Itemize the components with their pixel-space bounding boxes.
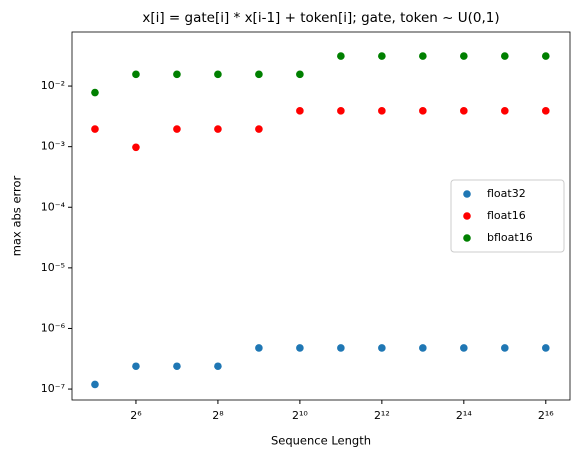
point xyxy=(132,143,140,152)
y-tick-label: 10⁻² xyxy=(41,79,65,92)
legend-label: float16 xyxy=(487,209,526,222)
point xyxy=(501,107,509,115)
y-tick-label: 10⁻³ xyxy=(41,140,65,153)
point xyxy=(132,70,140,79)
x-tick-label: 2⁸ xyxy=(212,409,224,422)
legend-marker xyxy=(463,234,471,242)
point xyxy=(541,107,550,115)
point xyxy=(91,88,99,97)
point xyxy=(541,52,550,60)
legend-label: bfloat16 xyxy=(487,231,533,244)
point xyxy=(255,344,263,352)
point xyxy=(214,125,222,133)
point xyxy=(501,344,509,352)
point xyxy=(337,344,345,352)
point xyxy=(173,70,181,79)
x-tick-label: 2¹⁶ xyxy=(538,409,554,422)
point xyxy=(132,362,140,371)
point xyxy=(173,125,181,133)
y-tick-label: 10⁻⁵ xyxy=(41,261,65,274)
point xyxy=(173,362,181,371)
point xyxy=(378,52,386,60)
y-axis-label: max abs error xyxy=(10,175,24,256)
point xyxy=(91,380,99,389)
chart-title: x[i] = gate[i] * x[i-1] + token[i]; gate… xyxy=(142,10,499,26)
x-tick-label: 2¹⁰ xyxy=(292,409,308,422)
point xyxy=(296,107,304,115)
point xyxy=(460,344,468,352)
point xyxy=(296,70,304,79)
x-tick-label: 2¹² xyxy=(374,409,390,422)
y-tick-label: 10⁻⁷ xyxy=(41,382,65,395)
point xyxy=(541,344,550,352)
point xyxy=(337,107,345,115)
point xyxy=(296,344,304,352)
legend-marker xyxy=(463,212,471,220)
x-tick-label: 2⁶ xyxy=(130,409,142,422)
point xyxy=(378,344,386,352)
point xyxy=(337,52,345,60)
x-tick-label: 2¹⁴ xyxy=(456,409,472,422)
y-tick-label: 10⁻⁴ xyxy=(41,200,66,213)
y-tick-label: 10⁻⁶ xyxy=(41,321,66,334)
legend-marker xyxy=(463,190,471,198)
plot-frame xyxy=(71,31,571,401)
legend-box xyxy=(450,179,565,253)
point xyxy=(501,52,509,60)
x-axis-label: Sequence Length xyxy=(271,434,371,448)
point xyxy=(255,70,263,79)
point xyxy=(378,107,386,115)
point xyxy=(91,125,99,133)
point xyxy=(214,70,222,79)
point xyxy=(214,362,222,371)
point xyxy=(419,344,427,352)
legend-label: float32 xyxy=(487,187,526,200)
point xyxy=(460,52,468,60)
point xyxy=(460,107,468,115)
point xyxy=(255,125,263,133)
point xyxy=(419,107,427,115)
point xyxy=(419,52,427,60)
